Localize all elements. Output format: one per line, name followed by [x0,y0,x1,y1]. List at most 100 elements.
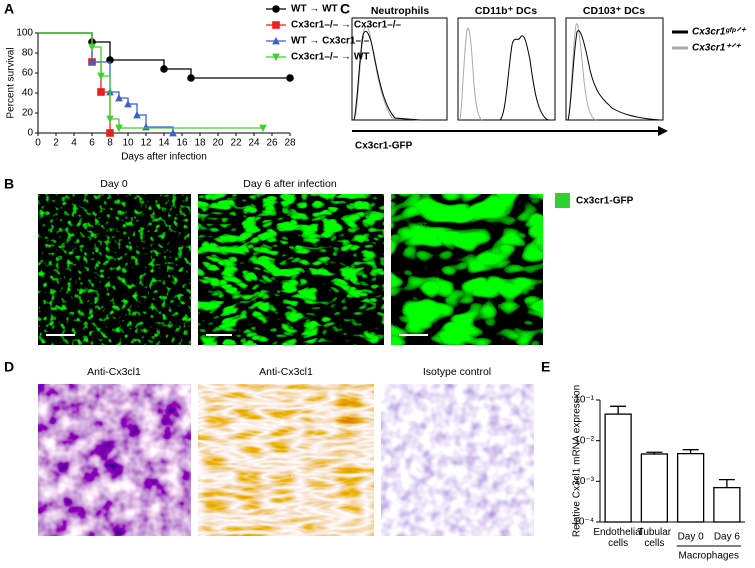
x-tick-label: Day 6 [714,532,741,543]
image-title: Day 6 after infection [243,178,337,190]
marker [286,74,294,82]
x-tick-label: 18 [194,138,206,149]
x-tick-label: 12 [140,138,152,149]
x-tick-label: Tubular cells [638,527,672,549]
x-tick-label: 28 [284,138,296,149]
flow-panel: Neutrophils CD11b⁺ DCs CD103⁺ DCs Cx3cr1… [351,5,747,152]
marker [115,124,123,133]
histology-panel: Anti-Cx3cl1 Anti-Cx3cl1 Isotype control [38,366,534,536]
bar [676,452,705,523]
marker [133,110,141,119]
flow-x-label: Cx3cr1-GFP [355,141,413,152]
x-tick-label: 20 [212,138,224,149]
legend-label: Cx3cr1-GFP [576,196,634,207]
micrograph [198,384,374,536]
legend-label: Cx3cr1–/– → Cx3cr1–/– [291,20,402,31]
y-axis-label: Relative Cx3cl1 mRNA expression [572,385,583,537]
micrograph [198,194,384,345]
flow-box [457,17,556,121]
marker [88,43,96,52]
y-tick-label: 10⁻¹ [574,395,594,406]
x-tick-label: 24 [248,138,260,149]
survival-line [38,32,174,133]
marker [124,99,132,108]
y-tick-label: 10⁻³ [574,476,594,487]
flow-box [351,17,448,121]
flow-curve [499,35,549,121]
x-tick-label: 16 [176,138,188,149]
x-axis-label: Days after infection [121,152,207,163]
x-tick-label: 26 [266,138,278,149]
micrograph [38,384,191,536]
image-title: Day 0 [100,178,128,190]
marker [272,21,280,29]
y-tick-label: 0 [27,128,33,139]
imaging-panel: Day 0 Day 6 after infection Cx3cr1-GFP [38,178,634,345]
x-tick-label: 4 [71,138,77,149]
marker [160,65,168,73]
arrow-head [658,126,668,136]
marker [272,36,280,45]
marker [272,53,280,62]
panel-label: E [541,359,550,375]
marker [272,5,280,13]
x-tick-label: 22 [230,138,242,149]
y-tick-label: 10⁻⁴ [573,517,594,528]
marker [169,128,177,137]
legend-label: WT → Cx3cr1–/– [291,36,370,47]
flow-curve [567,23,597,121]
legend-label: Cx3cr1–/– → WT [291,52,369,63]
flow-curve [353,30,421,121]
x-tick-label: 8 [107,138,113,149]
image-title: Anti-Cx3cl1 [87,366,141,378]
marker [88,57,96,66]
legend-label: WT → WT [291,4,338,15]
flow-title: Neutrophils [371,5,429,17]
y-tick-label: 20 [22,108,34,119]
image-title: Anti-Cx3cl1 [259,366,313,378]
y-tick-label: 10⁻² [574,435,594,446]
micrograph [38,194,191,345]
flow-title: CD103⁺ DCs [583,5,645,17]
flow-box [565,17,664,121]
marker [106,129,114,137]
survival-line [38,32,111,133]
x-tick-label: Endothelial cells [593,527,642,549]
legend-label: Cx3cr1⁺ᐟ⁺ [692,43,742,54]
x-tick-label: Day 0 [678,532,705,543]
legend-swatch [555,193,570,208]
group-label: Macrophages [678,551,739,562]
bar [604,413,632,523]
flow-title: CD11b⁺ DCs [475,5,537,17]
marker [97,72,105,81]
x-tick-label: 6 [89,138,95,149]
y-tick-label: 40 [22,88,34,99]
y-axis-label: Percent survival [6,47,17,118]
panel-label: C [340,1,350,17]
survival-line [38,32,263,129]
flow-curve [567,30,661,121]
y-tick-label: 60 [22,68,34,79]
flow-curve [459,27,483,121]
marker [187,74,195,82]
marker [259,124,267,133]
bar [713,486,741,523]
y-tick-label: 80 [22,48,34,59]
micrograph [391,194,543,345]
bar [640,453,669,523]
x-tick-label: 0 [35,138,41,149]
x-tick-label: 2 [53,138,59,149]
marker [97,88,105,96]
micrograph [381,384,534,536]
panel-label: D [4,359,14,375]
x-tick-label: 14 [158,138,170,149]
marker [115,93,123,102]
marker [106,115,114,124]
panel-label: A [4,1,14,17]
panel-label: B [4,176,14,192]
x-tick-label: 10 [122,138,134,149]
flow-curve [353,25,421,121]
y-tick-label: 100 [16,28,33,39]
image-title: Isotype control [423,366,491,378]
